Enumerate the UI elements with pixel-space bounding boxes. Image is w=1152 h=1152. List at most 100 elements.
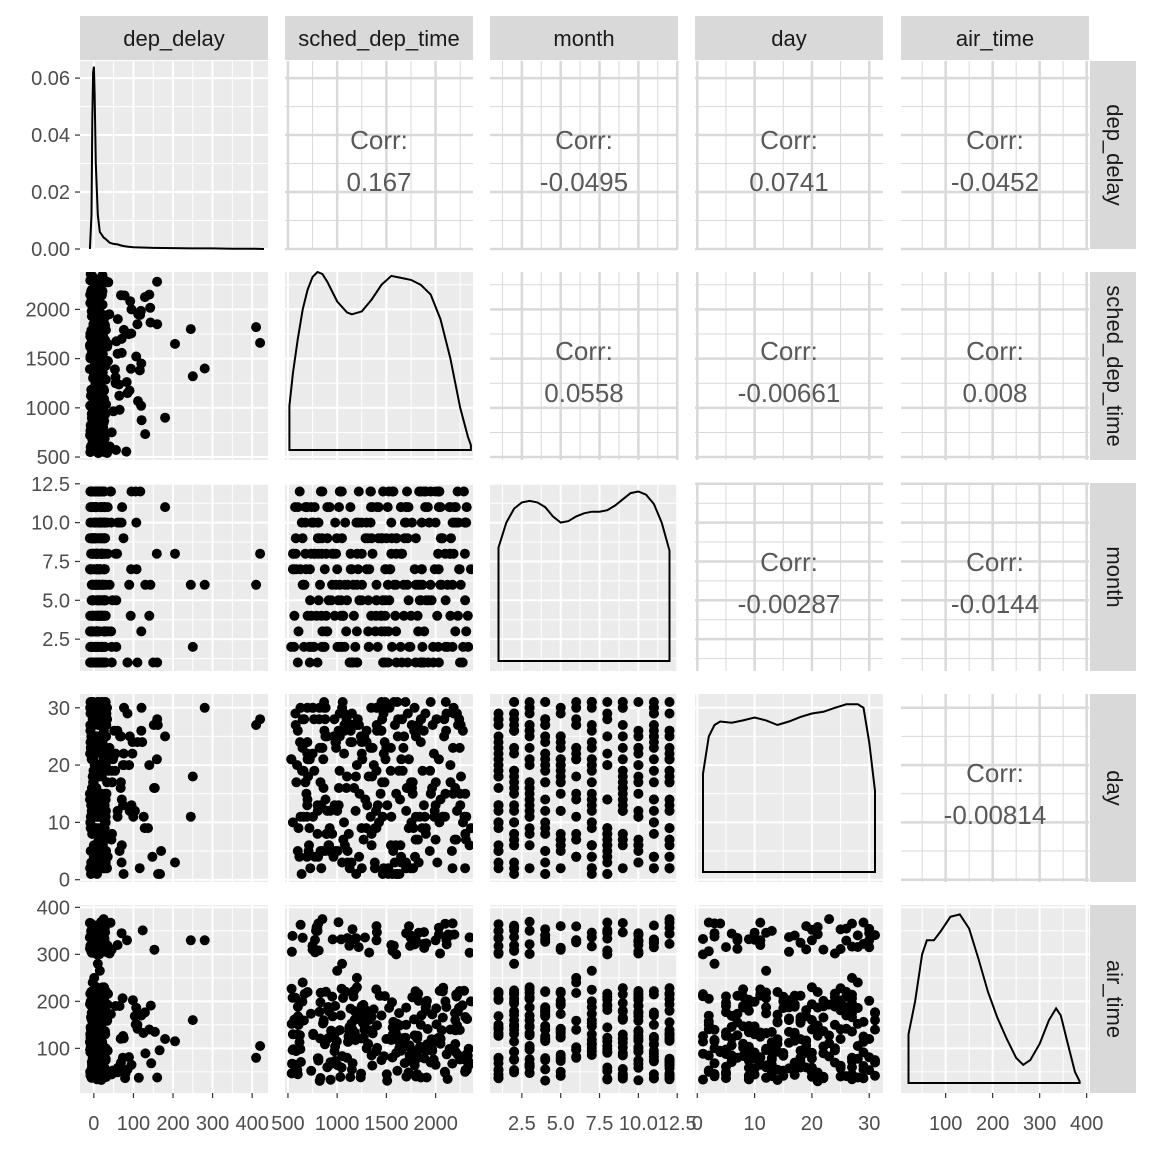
point-dense-air_time-sched_dep_time-62 [297, 932, 308, 943]
point-dense-air_time-month-35 [648, 1039, 659, 1050]
strip-right-label-air_time: air_time [1102, 960, 1127, 1038]
point-dense-air_time-sched_dep_time-147 [364, 947, 375, 958]
point-dense-air_time-day-219 [806, 935, 817, 946]
point-dense-day-month-194 [664, 805, 675, 816]
point-dense-day-sched_dep_time-174 [381, 742, 392, 753]
point-dense-month-sched_dep_time-84 [396, 657, 407, 668]
point-dense-day-dep_delay-14 [134, 863, 145, 874]
point-dense-air_time-sched_dep_time-49 [295, 1057, 306, 1067]
point-dense-air_time-day-232 [738, 1042, 749, 1053]
point-month-dep_delay-29 [136, 626, 147, 637]
point-dense-day-sched_dep_time-116 [407, 777, 418, 788]
xtick-air_time-0: 100 [929, 1113, 962, 1135]
point-dense-air_time-day-205 [761, 1028, 772, 1038]
point-dense-air_time-month-247 [540, 1020, 551, 1031]
point-dense-air_time-dep_delay-139 [127, 995, 138, 1006]
point-dense-month-sched_dep_time-129 [403, 502, 414, 513]
point-dense-day-sched_dep_time-98 [320, 714, 331, 725]
point-dense-day-month-198 [509, 817, 520, 828]
point-dense-air_time-dep_delay-248 [99, 982, 109, 993]
point-dense-air_time-sched_dep_time-202 [286, 983, 297, 994]
point-dense-day-sched_dep_time-175 [320, 702, 331, 713]
point-dense-sched_dep_time-dep_delay-233 [84, 364, 95, 375]
point-dense-day-month-128 [493, 817, 504, 828]
point-dense-month-sched_dep_time-255 [317, 641, 328, 652]
panel-air_time-month [490, 905, 679, 1093]
point-dense-day-month-244 [493, 742, 504, 753]
point-dense-air_time-sched_dep_time-245 [350, 1035, 361, 1046]
point-dense-day-month-24 [571, 771, 582, 782]
point-dense-air_time-day-203 [789, 1035, 800, 1046]
point-dense-air_time-day-175 [841, 1023, 852, 1034]
point-dense-air_time-sched_dep_time-231 [416, 1010, 427, 1021]
point-dense-air_time-day-61 [801, 944, 812, 955]
point-dense-air_time-sched_dep_time-201 [294, 1030, 305, 1041]
point-dense-sched_dep_time-dep_delay-209 [104, 309, 115, 320]
point-air_time-sched_dep_time-45 [465, 996, 473, 1007]
strip-right-air_time [1090, 905, 1136, 1093]
point-dense-day-sched_dep_time-179 [416, 714, 427, 725]
point-dense-day-sched_dep_time-132 [439, 714, 450, 725]
point-dense-month-sched_dep_time-229 [442, 641, 453, 652]
point-air_time-dep_delay-49 [114, 1001, 125, 1011]
point-dense-sched_dep_time-dep_delay-100 [125, 363, 136, 374]
strip-top-air_time [901, 16, 1089, 60]
point-dense-day-month-255 [571, 748, 582, 759]
point-dense-month-sched_dep_time-145 [364, 641, 374, 652]
point-dense-day-sched_dep_time-105 [424, 846, 435, 856]
point-month-sched_dep_time-18 [450, 626, 461, 637]
point-dense-sched_dep_time-dep_delay-220 [131, 351, 142, 362]
point-dense-air_time-month-222 [586, 1021, 597, 1032]
point-dense-month-sched_dep_time-225 [304, 564, 315, 575]
point-dense-day-month-152 [633, 840, 644, 851]
point-dense-air_time-sched_dep_time-225 [351, 933, 362, 944]
point-dense-day-sched_dep_time-118 [377, 714, 388, 725]
point-dense-air_time-sched_dep_time-160 [431, 1003, 442, 1014]
point-air_time-sched_dep_time-37 [371, 935, 382, 946]
point-dense-month-sched_dep_time-148 [334, 502, 344, 513]
ytick-month-2: 7.5 [42, 551, 70, 573]
point-dense-day-month-256 [648, 817, 659, 828]
point-dense-air_time-sched_dep_time-50 [335, 1072, 346, 1082]
point-month-sched_dep_time-49 [330, 517, 341, 528]
point-dense-air_time-month-68 [571, 921, 582, 932]
point-dense-air_time-day-221 [709, 1043, 720, 1054]
density-day [702, 703, 876, 873]
ytick-dep_delay-1: 0.02 [31, 182, 70, 204]
point-dense-air_time-day-90 [858, 1036, 869, 1047]
point-dense-month-sched_dep_time-253 [306, 548, 317, 559]
point-dense-air_time-day-256 [847, 993, 857, 1004]
point-dense-sched_dep_time-dep_delay-217 [90, 379, 101, 390]
point-dense-air_time-day-202 [766, 1053, 777, 1063]
point-dense-month-sched_dep_time-68 [354, 595, 365, 606]
point-dense-day-sched_dep_time-140 [445, 777, 456, 788]
point-dense-air_time-sched_dep_time-82 [447, 1058, 458, 1069]
point-day-sched_dep_time-48 [415, 737, 426, 748]
point-dense-day-sched_dep_time-151 [328, 731, 339, 742]
point-dense-air_time-day-83 [784, 946, 794, 957]
point-dense-air_time-sched_dep_time-23 [335, 1010, 346, 1021]
point-month-sched_dep_time-37 [371, 579, 382, 590]
point-dense-air_time-day-133 [806, 1047, 817, 1058]
ytick-dep_delay-2: 0.04 [31, 125, 70, 147]
xtick-dep_delay-0: 0 [88, 1113, 99, 1135]
point-day-sched_dep_time-2 [342, 771, 352, 782]
corr-label-sched_dep_time-day: Corr: [760, 336, 818, 366]
point-day-sched_dep_time-11 [430, 834, 441, 845]
point-sched_dep_time-dep_delay-41 [160, 412, 171, 423]
point-dense-sched_dep_time-dep_delay-200 [124, 385, 135, 396]
point-dense-month-dep_delay-254 [91, 595, 102, 606]
corr-value-dep_delay-month: -0.0495 [540, 167, 628, 197]
point-dense-air_time-day-114 [847, 1069, 857, 1080]
point-dense-sched_dep_time-dep_delay-235 [86, 306, 97, 317]
point-dense-sched_dep_time-dep_delay-6 [140, 429, 151, 440]
point-dense-month-sched_dep_time-111 [289, 610, 300, 621]
panel-day-air_time: Corr: -0.00814 [901, 694, 1089, 882]
point-dense-month-sched_dep_time-105 [341, 626, 352, 637]
point-air_time-dep_delay-39 [255, 1041, 266, 1051]
point-air_time-month-5 [648, 1019, 659, 1030]
corr-label-day-air_time: Corr: [966, 758, 1024, 788]
point-dense-air_time-month-208 [648, 989, 659, 1000]
point-dense-air_time-month-256 [493, 1073, 504, 1084]
